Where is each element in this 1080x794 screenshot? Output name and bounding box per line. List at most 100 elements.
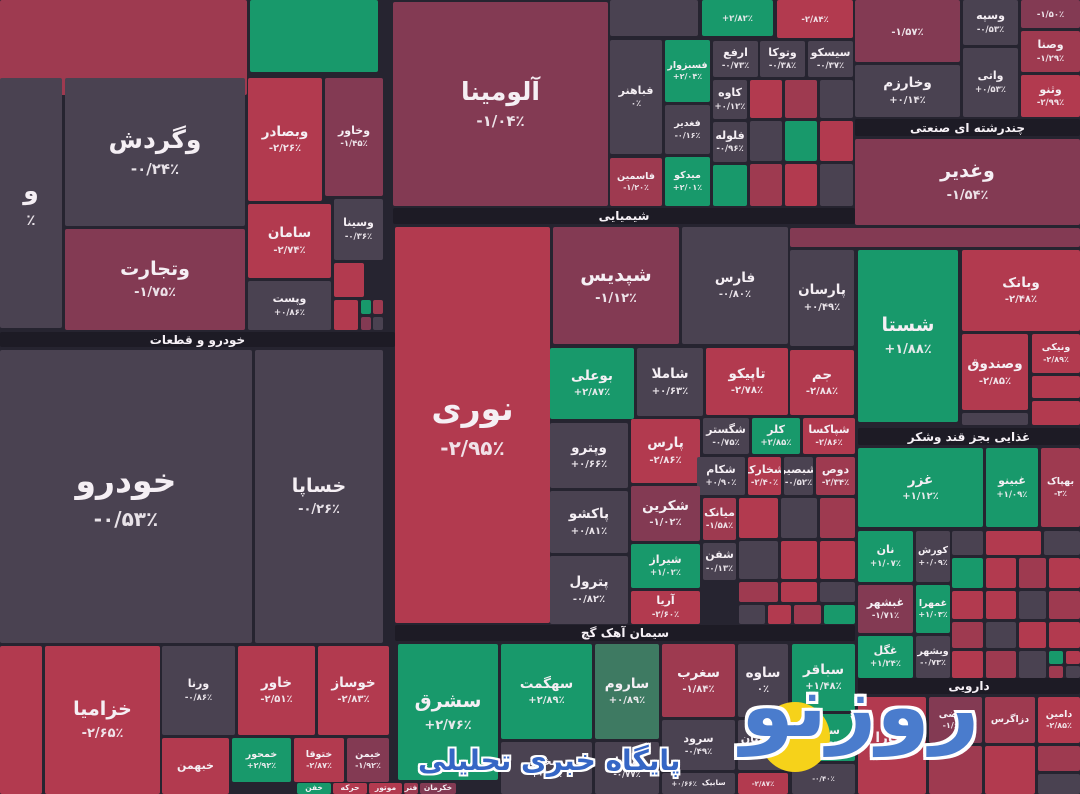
tile-unlabeled[interactable]	[1032, 376, 1080, 398]
tile-unlabeled[interactable]	[713, 165, 747, 206]
tile-شپدیس[interactable]: شپدیس -۱/۱۲٪	[553, 227, 679, 344]
tile-کلر[interactable]: کلر +۲/۸۵٪	[752, 418, 800, 454]
tile-unlabeled[interactable]	[1038, 774, 1080, 794]
tile-unlabeled[interactable]	[986, 591, 1016, 619]
tile-فباهنر[interactable]: فباهنر ۰٪	[610, 40, 662, 154]
tile-دامین[interactable]: دامین -۲/۸۵٪	[1038, 697, 1080, 743]
tile-وصنا[interactable]: وصنا -۱/۲۹٪	[1021, 31, 1080, 72]
tile-وصندوق[interactable]: وصندوق -۲/۸۵٪	[962, 334, 1028, 410]
tile-غبینو[interactable]: غبینو +۱/۰۹٪	[986, 448, 1038, 527]
tile-unlabeled[interactable]	[781, 582, 817, 602]
tile-غبشهر[interactable]: غبشهر -۱/۷۱٪	[858, 585, 913, 633]
tile-خاور[interactable]: خاور -۲/۵۱٪	[238, 646, 315, 735]
tile-unlabeled[interactable]	[820, 121, 853, 161]
tile-خودرو[interactable]: خودرو -۰/۵۳٪	[0, 350, 252, 643]
tile-unlabeled[interactable]	[361, 317, 371, 330]
tile-ورنا[interactable]: ورنا -۰/۸۶٪	[162, 646, 235, 735]
tile-unlabeled[interactable]	[361, 300, 371, 314]
tile-unlabeled[interactable]	[962, 413, 1028, 425]
tile-unlabeled[interactable]	[985, 746, 1035, 794]
tile-خیمن[interactable]: خیمن -۱/۹۲٪	[347, 738, 389, 782]
tile-سباقر[interactable]: سباقر +۱/۴۸٪	[792, 644, 855, 711]
tile-شفن[interactable]: شفن -۰/۱۳٪	[703, 543, 736, 580]
tile-unlabeled[interactable]: -۱/۵۰٪	[1021, 0, 1080, 28]
tile-شخارک[interactable]: شخارک -۲/۴۰٪	[748, 457, 781, 495]
tile-وخاور[interactable]: وخاور -۱/۴۵٪	[325, 78, 383, 196]
tile-و[interactable]: و ٪	[0, 78, 62, 328]
tile-unlabeled[interactable]	[1019, 651, 1046, 678]
tile-خکرمان[interactable]: خکرمان	[420, 783, 456, 794]
tile-خساپا[interactable]: خساپا -۰/۲۶٪	[255, 350, 383, 643]
tile-سشرق[interactable]: سشرق +۲/۷۶٪	[398, 644, 498, 780]
tile-فلوله[interactable]: فلوله -۰/۹۶٪	[713, 122, 747, 162]
tile-unlabeled[interactable]	[785, 121, 817, 161]
tile-ونیکی[interactable]: ونیکی -۲/۸۹٪	[1032, 334, 1080, 373]
tile-unlabeled[interactable]	[373, 300, 383, 314]
tile-unlabeled[interactable]	[820, 80, 853, 118]
tile-شاملا[interactable]: شاملا +۰/۶۳٪	[637, 348, 703, 416]
tile-unlabeled[interactable]	[750, 80, 782, 118]
tile-دزاگرس[interactable]: دزاگرس	[985, 697, 1035, 743]
tile-پاکشو[interactable]: پاکشو +۰/۸۱٪	[550, 491, 628, 553]
tile-unlabeled[interactable]	[1038, 746, 1080, 771]
tile-شستا[interactable]: شستا +۱/۸۸٪	[858, 250, 958, 422]
tile-unlabeled[interactable]	[1019, 622, 1046, 648]
tile-سرود[interactable]: سرود -۰/۴۹٪	[662, 720, 735, 770]
tile-ارفع[interactable]: ارفع -۰/۷۳٪	[713, 41, 758, 77]
tile-unlabeled[interactable]	[739, 498, 778, 538]
tile-شیراز[interactable]: شیراز +۱/۰۲٪	[631, 544, 700, 588]
tile-ساروم[interactable]: ساروم +۰/۸۹٪	[595, 644, 659, 739]
tile-وتجارت[interactable]: وتجارت -۱/۷۵٪	[65, 229, 245, 330]
tile-غگل[interactable]: غگل +۱/۲۴٪	[858, 636, 913, 678]
tile-unlabeled[interactable]	[824, 605, 855, 624]
tile-خزامیا[interactable]: خزامیا -۲/۶۵٪	[45, 646, 160, 794]
tile-آلومینا[interactable]: آلومینا -۱/۰۴٪	[393, 2, 608, 206]
tile-فغدیر[interactable]: فغدیر -۰/۱۶٪	[665, 105, 710, 154]
tile-unlabeled[interactable]: -۲/۸۴٪	[777, 0, 853, 38]
tile-unlabeled[interactable]	[739, 605, 765, 624]
tile-وتوکا[interactable]: وتوکا -۰/۳۸٪	[760, 41, 805, 77]
tile-ختوقا[interactable]: ختوقا -۲/۸۷٪	[294, 738, 344, 782]
tile-فسبزوار[interactable]: فسبزوار +۲/۰۴٪	[665, 40, 710, 102]
tile-حرکه[interactable]: حرکه	[333, 783, 367, 794]
tile-unlabeled[interactable]	[986, 558, 1016, 588]
tile-نوری[interactable]: نوری -۲/۹۵٪	[395, 227, 550, 623]
tile-وسینا[interactable]: وسینا -۰/۳۶٪	[334, 199, 383, 260]
tile-unlabeled[interactable]	[986, 622, 1016, 648]
tile-وغدیر[interactable]: وغدیر -۱/۵۴٪	[855, 139, 1080, 225]
tile-غمهرا[interactable]: غمهرا +۱/۰۳٪	[916, 585, 950, 633]
tile-unlabeled[interactable]	[952, 558, 983, 588]
tile-unlabeled[interactable]	[986, 651, 1016, 678]
tile-unlabeled[interactable]	[1049, 622, 1080, 648]
tile-شپاکسا[interactable]: شپاکسا -۲/۸۶٪	[803, 418, 855, 454]
tile-جم[interactable]: جم -۲/۸۸٪	[790, 350, 854, 415]
tile-وبانک[interactable]: وبانک -۲/۴۸٪	[962, 250, 1080, 331]
tile-بوعلی[interactable]: بوعلی +۲/۸۷٪	[550, 348, 634, 419]
tile-وپست[interactable]: وپست +۰/۸۶٪	[248, 281, 331, 330]
tile-unlabeled[interactable]	[373, 317, 383, 330]
tile-unlabeled[interactable]	[986, 531, 1041, 555]
tile-unlabeled[interactable]: -۱/۵۷٪	[855, 0, 960, 62]
tile-unlabeled[interactable]	[1019, 558, 1046, 588]
tile-نان[interactable]: نان +۱/۰۷٪	[858, 531, 913, 582]
tile-unlabeled[interactable]	[794, 605, 821, 624]
tile-unlabeled[interactable]	[1044, 531, 1080, 555]
tile-کورش[interactable]: کورش +۰/۰۹٪	[916, 531, 950, 582]
tile-خوساز[interactable]: خوساز -۲/۸۳٪	[318, 646, 389, 735]
tile-unlabeled[interactable]	[739, 582, 778, 602]
tile-unlabeled[interactable]	[334, 263, 364, 297]
tile-دقاضی[interactable]: دقاضی -۱/۶۰٪	[929, 697, 982, 743]
tile-unlabeled[interactable]	[250, 0, 378, 72]
tile-میانک[interactable]: میانک -۱/۵۸٪	[703, 498, 736, 540]
tile-unlabeled[interactable]	[750, 121, 782, 161]
tile-فنر[interactable]: فنر	[404, 783, 418, 794]
tile-unlabeled[interactable]	[1049, 558, 1080, 588]
tile-unlabeled[interactable]	[334, 300, 358, 330]
tile-unlabeled[interactable]	[785, 164, 817, 206]
tile-وخارزم[interactable]: وخارزم +۰/۱۴٪	[855, 65, 960, 117]
tile-فارس[interactable]: فارس -۰/۸۰٪	[682, 227, 788, 344]
tile-unlabeled[interactable]	[820, 498, 855, 538]
tile-شکام[interactable]: شکام +۰/۹۰٪	[697, 457, 745, 495]
tile-unlabeled[interactable]	[1049, 666, 1063, 678]
tile-unlabeled[interactable]	[739, 541, 778, 579]
